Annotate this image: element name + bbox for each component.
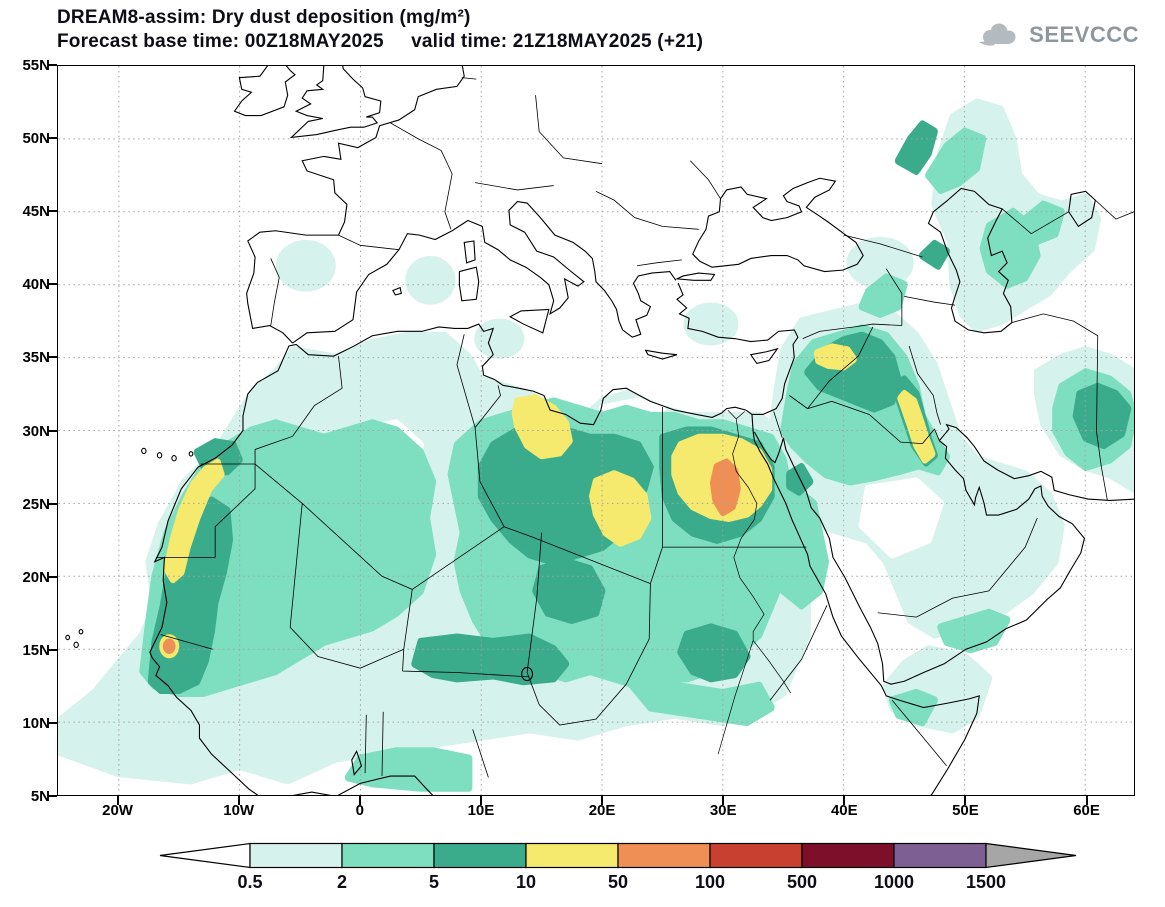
- lon-tick-mark: [722, 795, 725, 805]
- lat-tick-label: 35N: [22, 349, 50, 367]
- colorbar-tick-label: 1000: [873, 872, 915, 892]
- graticule-layer: [58, 66, 1134, 795]
- colorbar-tick-label: 2: [336, 872, 348, 892]
- colorbar-tick-label: 10: [515, 872, 537, 892]
- lat-tick-mark: [48, 795, 57, 797]
- colorbar-tick-label: 0.5: [237, 872, 263, 892]
- lon-tick-label: 50E: [952, 802, 979, 819]
- colorbar-legend: [158, 842, 1078, 869]
- lon-tick-label: 40E: [830, 802, 858, 819]
- nile-river: [718, 410, 791, 754]
- colorbar-tick-label: 1500: [965, 872, 1007, 892]
- seevccc-logo-text: SEEVCCC: [1029, 22, 1139, 47]
- colorbar-tick-label: 5: [428, 872, 440, 892]
- lat-tick-mark: [48, 210, 57, 213]
- coastlines: [66, 66, 1134, 795]
- lat-tick-mark: [48, 502, 57, 505]
- colorbar-segment: [341, 842, 435, 869]
- lon-tick-mark: [479, 795, 482, 805]
- lon-tick-mark: [601, 795, 604, 805]
- lat-tick-mark: [48, 648, 57, 651]
- map-canvas: [57, 65, 1135, 796]
- lat-tick-mark: [48, 356, 57, 359]
- colorbar-segment: [617, 842, 711, 869]
- colorbar-segment: [893, 842, 987, 869]
- lon-tick-label: 30E: [709, 802, 737, 819]
- colorbar-above-arrow: [985, 842, 1077, 869]
- forecast-time-subtitle: Forecast base time: 00Z18MAY2025 valid t…: [57, 31, 704, 52]
- colorbar-scale: [159, 842, 1077, 869]
- coastline-layer: [58, 66, 1134, 795]
- colorbar-segment: [801, 842, 895, 869]
- lat-tick-label: 40N: [22, 276, 50, 294]
- lon-tick-mark: [237, 795, 240, 805]
- colorbar-segment: [525, 842, 619, 869]
- seevccc-cloud-icon: [979, 23, 1016, 46]
- colorbar-tick-label: 500: [786, 872, 818, 892]
- lat-tick-label: 55N: [22, 57, 50, 74]
- lat-tick-label: 10N: [22, 714, 50, 732]
- page-title: DREAM8-assim: Dry dust deposition (mg/m²…: [57, 7, 471, 28]
- lat-tick-label: 45N: [22, 203, 50, 221]
- colorbar-labels: 0.5 2 5 10 50 100 500 1000 1500: [158, 872, 1078, 894]
- lon-tick-label: 60E: [1073, 802, 1100, 819]
- lat-tick-label: 30N: [22, 422, 50, 440]
- lat-tick-mark: [48, 575, 57, 578]
- lat-tick-label: 5N: [30, 788, 50, 805]
- seevccc-logo: SEEVCCC: [976, 20, 1139, 50]
- lat-axis: 55N 50N 45N 40N 35N 30N 25N 20N 15N 10N 5N: [8, 57, 50, 805]
- lat-tick-label: 25N: [22, 495, 50, 513]
- lat-tick-mark: [48, 721, 57, 724]
- lon-axis-ticks: [57, 795, 1135, 805]
- lon-tick-label: 0: [355, 802, 364, 819]
- lon-tick-mark: [358, 795, 361, 805]
- colorbar-segment: [249, 842, 343, 869]
- lon-tick-label: 10W: [223, 802, 255, 819]
- lat-tick-mark: [48, 137, 57, 140]
- colorbar-segment: [709, 842, 803, 869]
- lon-tick-mark: [1085, 795, 1088, 805]
- lat-tick-label: 50N: [22, 130, 50, 148]
- colorbar-tick-label: 50: [607, 872, 629, 892]
- lon-axis: 20W 10W 0 10E 20E 30E 40E 50E 60E: [57, 802, 1135, 822]
- lon-tick-mark: [116, 795, 119, 805]
- dust-level-50-100: [162, 458, 741, 654]
- lat-axis-ticks: [48, 64, 57, 797]
- colorbar-below-arrow: [159, 842, 251, 869]
- lat-tick-label: 20N: [22, 568, 50, 586]
- lat-tick-mark: [48, 283, 57, 286]
- colorbar-segment: [433, 842, 527, 869]
- colorbar-tick-label: 100: [694, 872, 726, 892]
- lat-tick-mark: [48, 64, 57, 66]
- country-borders: [156, 78, 1134, 778]
- lon-tick-label: 20W: [102, 802, 133, 819]
- lon-tick-label: 20E: [588, 802, 616, 819]
- lat-tick-mark: [48, 429, 57, 432]
- lon-tick-mark: [964, 795, 967, 805]
- lat-tick-label: 15N: [22, 641, 50, 659]
- lon-tick-label: 10E: [467, 802, 495, 819]
- lon-tick-mark: [843, 795, 846, 805]
- dust-deposition-layers: [58, 98, 1134, 792]
